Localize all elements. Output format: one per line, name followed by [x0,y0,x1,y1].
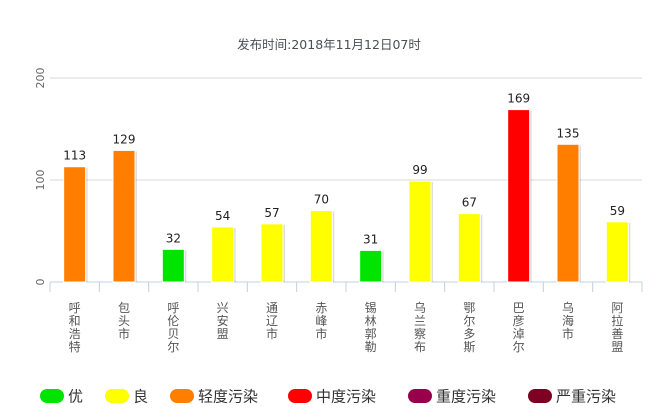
data-label: 67 [462,196,477,210]
x-category-label: 乌海市 [562,300,574,341]
bars [63,109,631,283]
x-category-label: 巴彦淖尔 [513,301,525,354]
x-category-label: 阿拉善盟 [611,301,623,354]
legend-label[interactable]: 重度污染 [436,388,496,406]
x-category-label: 锡林郭勒 [365,300,377,354]
y-tick-label: 100 [34,170,47,191]
legend-swatch[interactable] [105,389,129,403]
data-label: 57 [264,206,279,220]
bar-赤峰市[interactable] [309,210,333,283]
x-category-label: 通辽市 [266,301,278,341]
legend-swatch[interactable] [408,389,432,403]
x-category-label: 鄂尔多斯 [463,301,475,354]
legend-swatch[interactable] [528,389,552,403]
data-label: 70 [314,193,329,207]
data-label: 54 [215,209,230,223]
legend-label[interactable]: 中度污染 [316,388,376,406]
data-label: 99 [412,163,427,177]
x-category-label: 包头市 [118,301,130,341]
bar-包头市[interactable] [112,149,136,283]
y-tick-label: 200 [34,68,47,89]
bar-乌海市[interactable] [556,143,580,283]
bar-兴安盟[interactable] [211,226,235,283]
bar-阿拉善盟[interactable] [605,221,629,283]
data-label: 135 [557,126,580,140]
data-label: 129 [113,132,136,146]
legend-label[interactable]: 严重污染 [556,388,616,406]
bar-巴彦淖尔市[interactable] [507,109,531,283]
x-category-label: 兴安盟 [217,301,229,341]
legend-swatch[interactable] [170,389,194,403]
x-axis: 呼和浩特 包头市 呼伦贝尔 兴安盟 通辽市 赤峰市 锡林郭勒 乌兰察布 鄂尔多斯 巴彦淖尔 乌海市 阿… [49,282,643,354]
data-label: 32 [166,231,181,245]
legend-label[interactable]: 良 [133,388,148,406]
x-category-label: 呼和浩特 [69,301,81,354]
bar-乌兰察布市[interactable] [408,180,432,283]
x-category-label: 乌兰察布 [414,300,426,354]
bar-鄂尔多斯市[interactable] [457,213,481,283]
y-axis: 0 100 200 [34,68,47,286]
data-label: 113 [63,149,86,163]
legend-swatch[interactable] [288,389,312,403]
x-category-label: 赤峰市 [315,301,327,341]
data-labels: 113 129 32 54 57 70 31 99 67 169 135 59 [63,92,625,247]
chart-subtitle: 发布时间:2018年11月12日07时 [237,37,421,52]
data-label: 59 [610,204,625,218]
y-tick-label: 0 [34,279,47,286]
bar-呼和浩特市[interactable] [63,166,87,283]
bar-锡林郭勒盟[interactable] [359,249,383,283]
x-category-label: 呼伦贝尔 [167,301,179,354]
legend-label[interactable]: 轻度污染 [198,388,258,406]
legend-label[interactable]: 优 [68,388,83,406]
legend: 优 良 轻度污染 中度污染 重度污染 严重污染 [40,388,616,406]
bar-呼伦贝尔市[interactable] [161,248,185,283]
data-label: 31 [363,232,378,246]
bar-通辽市[interactable] [260,223,284,283]
data-label: 169 [507,92,530,106]
grid-lines [50,77,642,283]
legend-swatch[interactable] [40,389,64,403]
